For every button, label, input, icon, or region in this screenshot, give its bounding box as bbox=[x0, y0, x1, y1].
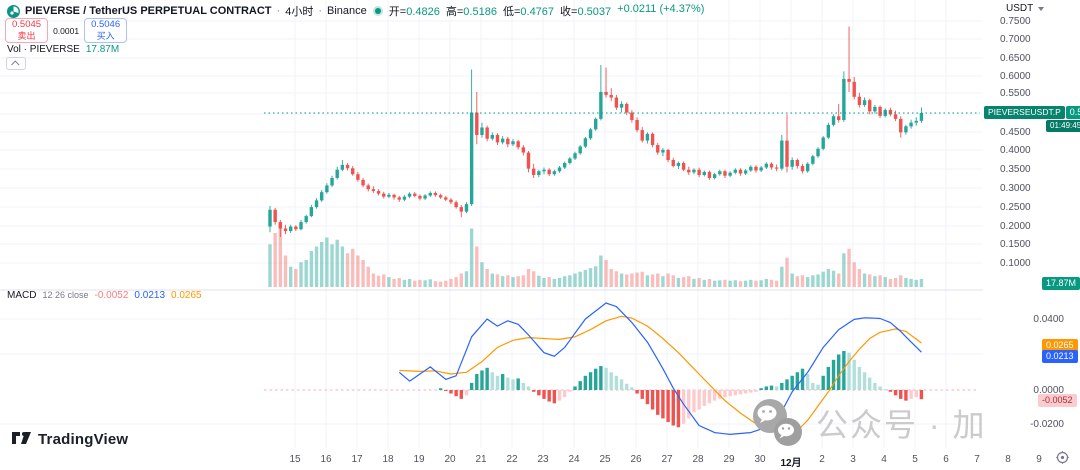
macd-legend-params: 12 26 close bbox=[42, 290, 89, 300]
sell-price: 0.5045 bbox=[12, 19, 42, 30]
time-tick: 7 bbox=[974, 454, 980, 465]
symbol-header: PIEVERSE / TetherUS PERPETUAL CONTRACT ·… bbox=[7, 3, 704, 19]
volume-legend-label[interactable]: Vol · PIEVERSE bbox=[7, 44, 80, 55]
time-tick: 27 bbox=[661, 454, 673, 465]
price-tick: 0.7000 bbox=[1000, 34, 1031, 45]
last-price-label-row: PIEVERSEUSDT.P 0.5037 bbox=[984, 106, 1080, 119]
buy-button[interactable]: 0.5046 买入 bbox=[84, 18, 128, 44]
tradingview-logo[interactable]: TradingView bbox=[12, 431, 128, 448]
price-tick: 0.1000 bbox=[1000, 258, 1031, 269]
price-tick: 0.3000 bbox=[1000, 183, 1031, 194]
time-tick: 6 bbox=[943, 454, 949, 465]
time-tick: 2 bbox=[819, 454, 825, 465]
time-tick: 18 bbox=[382, 454, 394, 465]
time-tick: 29 bbox=[723, 454, 735, 465]
currency-selector[interactable]: USDT bbox=[1006, 3, 1045, 14]
price-tick: 0.7500 bbox=[1000, 16, 1031, 27]
time-axis[interactable]: 15 16 17 18 19 20 21 22 23 24 25 26 27 28 29 30 12月 2 3 4 5 6… bbox=[0, 448, 1080, 470]
time-tick: 9 bbox=[1036, 454, 1042, 465]
ohlc-readout: 开=0.4826 高=0.5186 低=0.4767 收=0.5037 +0.0… bbox=[388, 3, 705, 18]
open-value: 0.4826 bbox=[406, 6, 440, 18]
time-tick: 19 bbox=[413, 454, 425, 465]
price-tick: 0.2500 bbox=[1000, 202, 1031, 213]
spread-value: 0.0001 bbox=[53, 25, 80, 36]
high-value: 0.5186 bbox=[463, 6, 497, 18]
price-tick: 0.1500 bbox=[1000, 239, 1031, 250]
volume-legend-value: 17.87M bbox=[85, 44, 120, 55]
macd-signal-value: 0.0265 bbox=[171, 290, 202, 301]
time-tick: 5 bbox=[912, 454, 918, 465]
chevron-down-icon bbox=[1038, 6, 1045, 11]
exchange-name[interactable]: Binance bbox=[327, 5, 367, 17]
macd-signal-tag: 0.0265 bbox=[1042, 339, 1078, 352]
wechat-icon bbox=[753, 399, 802, 446]
time-tick: 28 bbox=[692, 454, 704, 465]
last-price-tag: 0.5037 bbox=[1065, 106, 1080, 119]
volume-value-tag: 17.87M bbox=[1042, 277, 1080, 290]
tradingview-logo-text: TradingView bbox=[38, 431, 129, 448]
buy-label: 买入 bbox=[96, 30, 115, 41]
price-tick: 0.3500 bbox=[1000, 164, 1031, 175]
low-value: 0.4767 bbox=[520, 6, 555, 18]
price-tick: 0.6000 bbox=[1000, 71, 1031, 82]
collapse-legend-button[interactable] bbox=[6, 57, 26, 70]
price-tick: 0.6500 bbox=[1000, 53, 1031, 64]
macd-legend-name[interactable]: MACD bbox=[7, 290, 37, 301]
price-axis[interactable] bbox=[983, 0, 1080, 448]
time-tick: 26 bbox=[630, 454, 642, 465]
change-value: +0.0211 (+4.37%) bbox=[617, 3, 705, 15]
macd-legend: MACD 12 26 close -0.0052 0.0213 0.0265 bbox=[7, 290, 202, 301]
pieverse-logo-icon bbox=[7, 4, 20, 18]
macd-line-value: 0.0213 bbox=[134, 290, 166, 301]
buy-price: 0.5046 bbox=[91, 19, 121, 30]
trade-buttons: 0.5045 卖出 0.0001 0.5046 买入 bbox=[5, 18, 128, 44]
time-tick: 25 bbox=[599, 454, 611, 465]
macd-hist-tag: -0.0052 bbox=[1038, 394, 1077, 407]
interval-selector[interactable]: 4小时 bbox=[285, 6, 314, 18]
macd-tick: 0.0000 bbox=[1033, 385, 1064, 396]
time-tick: 8 bbox=[1005, 454, 1011, 465]
gear-icon bbox=[1056, 451, 1069, 464]
volume-legend: Vol · PIEVERSE 17.87M bbox=[7, 44, 119, 55]
time-tick: 17 bbox=[351, 454, 363, 465]
separator: · bbox=[276, 5, 281, 17]
time-tick: 21 bbox=[475, 454, 487, 465]
time-tick: 30 bbox=[754, 454, 766, 465]
market-status-icon bbox=[374, 8, 381, 14]
time-tick: 24 bbox=[568, 454, 580, 465]
bar-countdown-tag: 01:49:45 bbox=[1046, 120, 1080, 132]
macd-tick: 0.0400 bbox=[1033, 314, 1064, 325]
time-tick: 15 bbox=[289, 454, 301, 465]
tradingview-glyph-icon bbox=[12, 432, 31, 444]
time-tick: 22 bbox=[506, 454, 518, 465]
separator: · bbox=[318, 5, 322, 17]
macd-line-tag: 0.0213 bbox=[1042, 350, 1078, 363]
price-tick: 0.2000 bbox=[1000, 221, 1031, 232]
sell-label: 卖出 bbox=[17, 30, 36, 41]
time-tick: 20 bbox=[444, 454, 456, 465]
macd-tick: -0.0200 bbox=[1030, 419, 1064, 430]
time-tick: 16 bbox=[320, 454, 332, 465]
close-value: 0.5037 bbox=[577, 6, 612, 18]
chevron-up-icon bbox=[11, 59, 20, 69]
price-tick: 0.4000 bbox=[1000, 145, 1031, 156]
sell-button[interactable]: 0.5045 卖出 bbox=[5, 18, 49, 44]
time-axis-settings-button[interactable] bbox=[1056, 451, 1069, 469]
currency-label: USDT bbox=[1006, 3, 1034, 14]
price-tick: 0.5500 bbox=[1000, 88, 1031, 99]
time-tick: 4 bbox=[881, 454, 887, 465]
symbol-price-tag: PIEVERSEUSDT.P bbox=[984, 106, 1065, 119]
macd-hist-value: -0.0052 bbox=[94, 290, 129, 301]
time-tick: 3 bbox=[850, 454, 856, 465]
time-tick: 23 bbox=[537, 454, 549, 465]
price-tick: 0.4500 bbox=[1000, 127, 1031, 138]
symbol-name[interactable]: PIEVERSE / TetherUS PERPETUAL CONTRACT bbox=[25, 5, 272, 17]
time-tick: 12月 bbox=[780, 458, 802, 469]
